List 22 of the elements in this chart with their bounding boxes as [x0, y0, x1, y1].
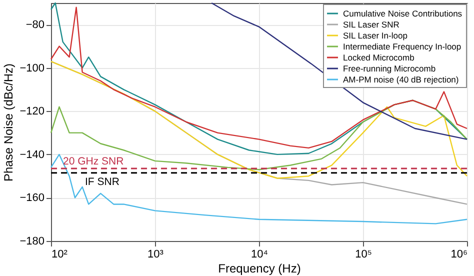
x-tick-label: 10⁶ — [450, 248, 468, 260]
ref-line-label: IF SNR — [85, 176, 120, 188]
legend-label: Intermediate Frequency In-loop — [343, 42, 462, 52]
y-tick-label: −80 — [26, 19, 44, 32]
y-tick-label: −160 — [20, 192, 44, 204]
legend-label: Cumulative Noise Contributions — [343, 8, 462, 18]
x-tick-label: 10⁵ — [355, 248, 372, 260]
y-tick-label: −120 — [20, 106, 44, 118]
y-tick-label: −100 — [20, 62, 44, 74]
x-tick-label: 10⁴ — [251, 248, 268, 260]
legend-label: Free-running Microcomb — [343, 64, 436, 74]
y-tick-label: −180 — [20, 236, 44, 248]
legend-label: SIL Laser SNR — [343, 20, 400, 30]
legend-label: SIL Laser In-loop — [343, 30, 408, 40]
ref-line-label: 20 GHz SNR — [63, 156, 124, 168]
x-tick-label: 10² — [52, 248, 68, 260]
x-axis-title: Frequency (Hz) — [218, 262, 301, 276]
y-tick-label: −140 — [20, 148, 44, 161]
legend-label: Locked Microcomb — [343, 52, 415, 62]
x-tick-label: 10³ — [148, 248, 164, 260]
legend-label: AM-PM noise (40 dB rejection) — [343, 74, 459, 84]
y-axis-title: Phase Noise (dBc/Hz) — [2, 63, 16, 182]
